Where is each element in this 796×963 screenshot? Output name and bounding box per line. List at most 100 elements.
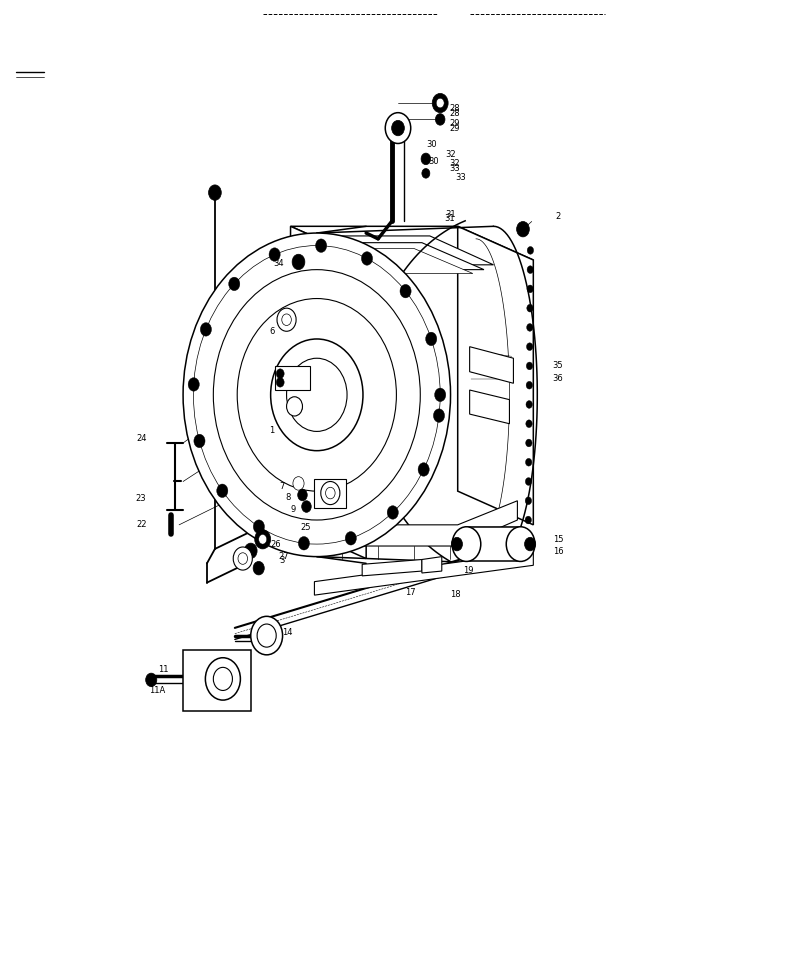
Polygon shape bbox=[314, 479, 346, 508]
Text: 29: 29 bbox=[450, 118, 460, 128]
Circle shape bbox=[527, 266, 533, 273]
Circle shape bbox=[385, 113, 411, 143]
Circle shape bbox=[293, 477, 304, 490]
Circle shape bbox=[525, 516, 532, 524]
Circle shape bbox=[527, 324, 533, 331]
Circle shape bbox=[213, 270, 420, 520]
Text: 32: 32 bbox=[446, 149, 456, 159]
Text: 10: 10 bbox=[219, 671, 229, 681]
Circle shape bbox=[526, 381, 533, 389]
Text: 12: 12 bbox=[205, 664, 215, 674]
Polygon shape bbox=[314, 243, 484, 270]
Circle shape bbox=[194, 434, 205, 448]
Circle shape bbox=[387, 506, 398, 519]
Text: 13: 13 bbox=[231, 672, 241, 682]
Circle shape bbox=[287, 397, 302, 416]
Circle shape bbox=[400, 284, 411, 298]
Text: 27: 27 bbox=[279, 552, 289, 561]
Text: 22: 22 bbox=[137, 520, 147, 530]
Text: 24: 24 bbox=[137, 433, 147, 443]
Circle shape bbox=[233, 547, 252, 570]
Text: 7: 7 bbox=[279, 482, 285, 491]
Circle shape bbox=[526, 420, 533, 428]
Text: 6: 6 bbox=[269, 326, 275, 336]
Circle shape bbox=[392, 120, 404, 136]
Circle shape bbox=[253, 520, 264, 534]
Text: 2: 2 bbox=[556, 212, 561, 221]
Polygon shape bbox=[291, 226, 533, 260]
Circle shape bbox=[271, 339, 363, 451]
Circle shape bbox=[326, 487, 335, 499]
Polygon shape bbox=[458, 226, 533, 525]
Circle shape bbox=[209, 185, 221, 200]
Circle shape bbox=[183, 233, 451, 557]
Text: 28: 28 bbox=[450, 109, 460, 118]
Text: 31: 31 bbox=[446, 210, 456, 220]
Circle shape bbox=[436, 98, 444, 108]
Circle shape bbox=[257, 624, 276, 647]
Circle shape bbox=[418, 463, 429, 476]
Circle shape bbox=[244, 543, 257, 559]
Text: 15: 15 bbox=[553, 534, 564, 544]
Circle shape bbox=[276, 377, 284, 387]
Circle shape bbox=[361, 251, 373, 265]
Circle shape bbox=[517, 221, 529, 237]
Circle shape bbox=[201, 323, 212, 336]
Circle shape bbox=[526, 343, 533, 351]
Circle shape bbox=[432, 93, 448, 113]
Text: 17: 17 bbox=[405, 587, 416, 597]
Circle shape bbox=[238, 553, 248, 564]
Text: 21: 21 bbox=[264, 616, 275, 626]
Circle shape bbox=[228, 277, 240, 291]
Circle shape bbox=[237, 299, 396, 491]
Text: 3: 3 bbox=[279, 556, 284, 565]
Polygon shape bbox=[325, 248, 473, 273]
Text: 33: 33 bbox=[450, 164, 461, 173]
Text: 19: 19 bbox=[463, 565, 474, 575]
Text: 32: 32 bbox=[450, 159, 460, 169]
Polygon shape bbox=[275, 366, 310, 390]
Circle shape bbox=[526, 362, 533, 370]
Circle shape bbox=[251, 616, 283, 655]
Circle shape bbox=[217, 484, 228, 498]
Text: 28: 28 bbox=[450, 104, 460, 114]
Text: 23: 23 bbox=[135, 494, 146, 504]
Text: 30: 30 bbox=[426, 140, 436, 149]
Circle shape bbox=[315, 239, 326, 252]
Circle shape bbox=[146, 673, 157, 687]
Circle shape bbox=[433, 409, 444, 423]
Circle shape bbox=[452, 527, 481, 561]
Circle shape bbox=[345, 532, 357, 545]
Polygon shape bbox=[330, 501, 517, 546]
Circle shape bbox=[253, 561, 264, 575]
Circle shape bbox=[421, 153, 431, 165]
Polygon shape bbox=[422, 557, 442, 573]
Circle shape bbox=[526, 401, 533, 408]
Circle shape bbox=[435, 114, 445, 125]
Circle shape bbox=[525, 439, 532, 447]
Text: 11: 11 bbox=[158, 664, 169, 674]
Polygon shape bbox=[306, 236, 494, 265]
Text: 14: 14 bbox=[282, 628, 292, 638]
Circle shape bbox=[426, 332, 437, 346]
Polygon shape bbox=[466, 527, 521, 561]
Circle shape bbox=[525, 497, 532, 505]
Text: 5: 5 bbox=[297, 403, 302, 413]
Circle shape bbox=[525, 478, 532, 485]
Text: 36: 36 bbox=[552, 374, 564, 383]
Text: 11A: 11A bbox=[150, 686, 166, 695]
Circle shape bbox=[525, 537, 536, 551]
Polygon shape bbox=[291, 226, 366, 559]
Text: 9: 9 bbox=[291, 505, 296, 514]
Text: 20: 20 bbox=[505, 542, 516, 552]
Circle shape bbox=[506, 527, 535, 561]
Text: 30: 30 bbox=[428, 157, 439, 167]
Circle shape bbox=[298, 489, 307, 501]
Circle shape bbox=[527, 304, 533, 312]
Polygon shape bbox=[314, 552, 533, 595]
Text: 25: 25 bbox=[301, 523, 311, 533]
Text: 16: 16 bbox=[553, 547, 564, 557]
Circle shape bbox=[276, 369, 284, 378]
Text: 12: 12 bbox=[201, 652, 211, 662]
Text: 34: 34 bbox=[274, 259, 284, 269]
